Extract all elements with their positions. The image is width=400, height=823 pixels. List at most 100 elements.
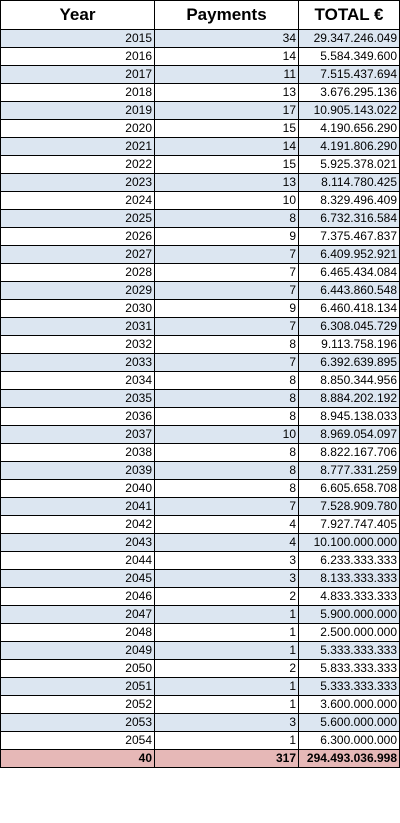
cell-payments: 9 (154, 299, 299, 318)
cell-payments: 1 (154, 695, 299, 714)
cell-total: 5.925.378.021 (298, 155, 400, 174)
cell-total: 8.133.333.333 (298, 569, 400, 588)
cell-payments: 7 (154, 353, 299, 372)
cell-total: 6.443.860.548 (298, 281, 400, 300)
cell-year: 2044 (0, 551, 155, 570)
cell-year: 2033 (0, 353, 155, 372)
cell-total: 6.732.316.584 (298, 209, 400, 228)
table-row: 2016 14 5.584.349.600 (0, 47, 400, 66)
header-payments: Payments (154, 0, 299, 30)
cell-payments: 7 (154, 497, 299, 516)
table-row: 2045 3 8.133.333.333 (0, 569, 400, 588)
table-row: 2026 9 7.375.467.837 (0, 227, 400, 246)
cell-payments: 10 (154, 191, 299, 210)
cell-year: 2035 (0, 389, 155, 408)
cell-total: 3.600.000.000 (298, 695, 400, 714)
cell-payments: 7 (154, 281, 299, 300)
table-row: 2021 14 4.191.806.290 (0, 137, 400, 156)
cell-payments: 7 (154, 263, 299, 282)
cell-total: 5.900.000.000 (298, 605, 400, 624)
cell-payments: 1 (154, 677, 299, 696)
cell-total: 5.333.333.333 (298, 641, 400, 660)
cell-payments: 14 (154, 137, 299, 156)
table-footer: 40 317 294.493.036.998 (0, 749, 400, 768)
table-row: 2032 8 9.113.758.196 (0, 335, 400, 354)
table-row: 2020 15 4.190.656.290 (0, 119, 400, 138)
cell-year: 2020 (0, 119, 155, 138)
payments-table: Year Payments TOTAL € 2015 34 29.347.246.0… (0, 0, 400, 768)
cell-payments: 8 (154, 389, 299, 408)
table-header: Year Payments TOTAL € (0, 0, 400, 30)
cell-year: 2018 (0, 83, 155, 102)
cell-payments: 1 (154, 731, 299, 750)
table-row: 2035 8 8.884.202.192 (0, 389, 400, 408)
cell-total: 8.884.202.192 (298, 389, 400, 408)
cell-payments: 13 (154, 173, 299, 192)
cell-year: 2034 (0, 371, 155, 390)
cell-payments: 8 (154, 371, 299, 390)
cell-total: 6.605.658.708 (298, 479, 400, 498)
cell-year: 2054 (0, 731, 155, 750)
cell-payments: 7 (154, 317, 299, 336)
cell-payments: 4 (154, 515, 299, 534)
table-row: 2051 1 5.333.333.333 (0, 677, 400, 696)
cell-year: 2048 (0, 623, 155, 642)
total-amount: 294.493.036.998 (298, 749, 400, 768)
cell-total: 8.777.331.259 (298, 461, 400, 480)
cell-payments: 3 (154, 569, 299, 588)
cell-total: 8.969.054.097 (298, 425, 400, 444)
table-row: 2036 8 8.945.138.033 (0, 407, 400, 426)
table-row: 2048 1 2.500.000.000 (0, 623, 400, 642)
cell-year: 2046 (0, 587, 155, 606)
cell-payments: 15 (154, 119, 299, 138)
cell-total: 8.945.138.033 (298, 407, 400, 426)
table-row: 2017 11 7.515.437.694 (0, 65, 400, 84)
table-row: 2024 10 8.329.496.409 (0, 191, 400, 210)
cell-payments: 11 (154, 65, 299, 84)
cell-payments: 8 (154, 479, 299, 498)
cell-total: 6.409.952.921 (298, 245, 400, 264)
cell-year: 2051 (0, 677, 155, 696)
cell-payments: 8 (154, 335, 299, 354)
cell-year: 2029 (0, 281, 155, 300)
header-row: Year Payments TOTAL € (0, 0, 400, 30)
total-payments: 317 (154, 749, 299, 768)
table-row: 2015 34 29.347.246.049 (0, 29, 400, 48)
cell-total: 9.113.758.196 (298, 335, 400, 354)
cell-payments: 3 (154, 551, 299, 570)
cell-payments: 17 (154, 101, 299, 120)
table-row: 2019 17 10.905.143.022 (0, 101, 400, 120)
cell-year: 2042 (0, 515, 155, 534)
cell-payments: 8 (154, 443, 299, 462)
cell-payments: 1 (154, 605, 299, 624)
cell-year: 2040 (0, 479, 155, 498)
table-row: 2049 1 5.333.333.333 (0, 641, 400, 660)
cell-year: 2028 (0, 263, 155, 282)
cell-year: 2043 (0, 533, 155, 552)
cell-year: 2022 (0, 155, 155, 174)
cell-total: 10.100.000.000 (298, 533, 400, 552)
cell-year: 2026 (0, 227, 155, 246)
table-row: 2046 2 4.833.333.333 (0, 587, 400, 606)
table-body: 2015 34 29.347.246.049 2016 14 5.584.349.600 2… (0, 29, 400, 750)
cell-payments: 7 (154, 245, 299, 264)
cell-payments: 9 (154, 227, 299, 246)
table-row: 2039 8 8.777.331.259 (0, 461, 400, 480)
table-row: 2023 13 8.114.780.425 (0, 173, 400, 192)
cell-year: 2038 (0, 443, 155, 462)
cell-total: 3.676.295.136 (298, 83, 400, 102)
cell-total: 5.584.349.600 (298, 47, 400, 66)
cell-year: 2052 (0, 695, 155, 714)
cell-payments: 2 (154, 659, 299, 678)
table-row: 2042 4 7.927.747.405 (0, 515, 400, 534)
cell-total: 6.392.639.895 (298, 353, 400, 372)
cell-year: 2036 (0, 407, 155, 426)
cell-year: 2053 (0, 713, 155, 732)
cell-total: 4.191.806.290 (298, 137, 400, 156)
cell-payments: 4 (154, 533, 299, 552)
table-row: 2025 8 6.732.316.584 (0, 209, 400, 228)
table-row: 2031 7 6.308.045.729 (0, 317, 400, 336)
cell-year: 2030 (0, 299, 155, 318)
cell-payments: 8 (154, 407, 299, 426)
table-row: 2018 13 3.676.295.136 (0, 83, 400, 102)
